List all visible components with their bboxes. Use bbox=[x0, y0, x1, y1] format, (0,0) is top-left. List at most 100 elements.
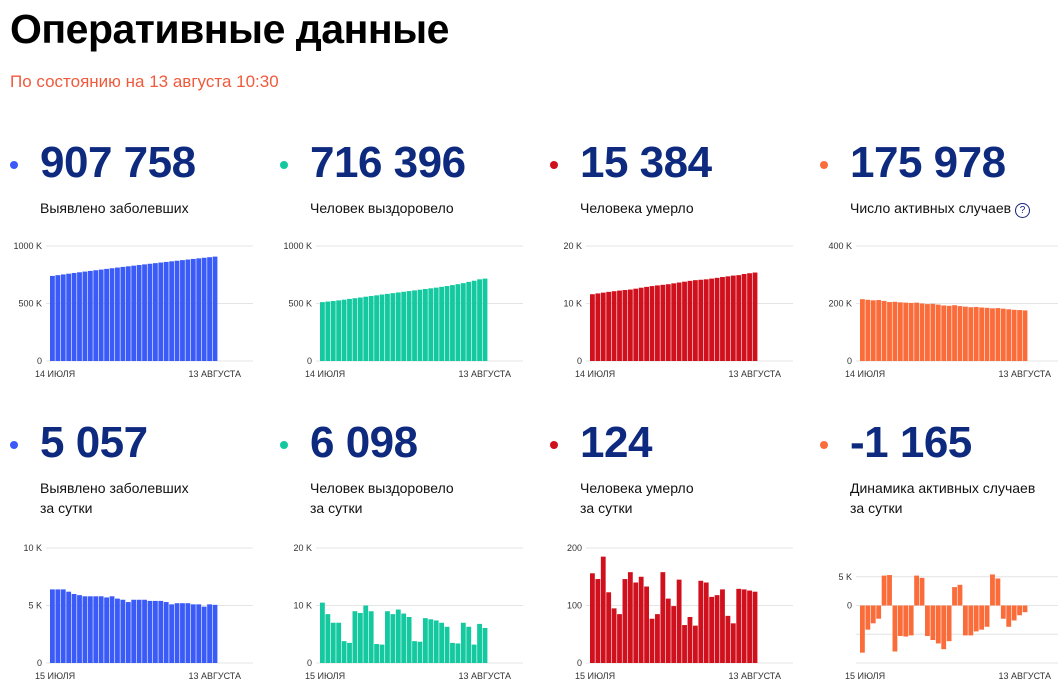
bar bbox=[433, 620, 439, 663]
legend-dot bbox=[10, 441, 18, 449]
bar bbox=[212, 256, 218, 361]
bar bbox=[325, 301, 331, 361]
bar bbox=[957, 306, 963, 361]
stat-value: 5 057 bbox=[40, 418, 148, 467]
stat-value: 6 098 bbox=[310, 418, 418, 467]
bar bbox=[363, 296, 369, 361]
bar bbox=[417, 289, 423, 361]
stat-card-daily-cases: 5 057 Выявлено заболевших за сутки 10 K 5 K 0… bbox=[10, 418, 260, 688]
bar bbox=[1011, 605, 1017, 621]
bar bbox=[908, 605, 914, 636]
page-title: Оперативные данные bbox=[10, 6, 449, 52]
bar bbox=[887, 302, 892, 361]
stat-label: Человека умерло за сутки bbox=[580, 478, 694, 518]
y-tick-label: 5 K bbox=[838, 572, 852, 582]
bar-chart: 1000 K 500 K 0 14 ИЮЛЯ 13 АВГУСТА bbox=[283, 241, 523, 379]
bar bbox=[1000, 308, 1006, 361]
bar bbox=[903, 302, 909, 361]
bar bbox=[347, 298, 352, 361]
bar bbox=[687, 617, 693, 663]
bar bbox=[881, 575, 887, 606]
bar bbox=[990, 574, 995, 606]
bar bbox=[617, 614, 622, 664]
bar bbox=[638, 287, 644, 361]
y-tick-label: 10 K bbox=[293, 601, 312, 611]
bar bbox=[455, 643, 461, 663]
bar bbox=[600, 292, 606, 361]
y-tick-label: 5 K bbox=[28, 601, 42, 611]
x-tick-label-end: 13 АВГУСТА bbox=[728, 671, 781, 681]
y-tick-label: 200 K bbox=[828, 299, 852, 309]
stat-label: Выявлено заболевших за сутки bbox=[40, 478, 189, 518]
bar bbox=[131, 265, 137, 361]
bar bbox=[962, 306, 968, 361]
bar bbox=[417, 641, 423, 663]
bar bbox=[152, 600, 158, 663]
bar bbox=[611, 608, 617, 664]
bar bbox=[357, 612, 363, 663]
bar bbox=[190, 258, 196, 361]
bar bbox=[590, 294, 595, 361]
bar bbox=[93, 596, 99, 663]
bar bbox=[687, 280, 693, 361]
legend-dot bbox=[820, 441, 828, 449]
y-tick-label: 10 K bbox=[563, 299, 582, 309]
y-tick-label: 100 bbox=[567, 601, 582, 611]
y-tick-label: 500 K bbox=[18, 299, 42, 309]
bar bbox=[109, 596, 115, 663]
bar bbox=[352, 611, 358, 663]
bar bbox=[158, 600, 164, 663]
bar bbox=[897, 605, 903, 636]
bar bbox=[979, 307, 985, 361]
bar bbox=[979, 605, 985, 630]
bar bbox=[914, 302, 920, 361]
bar bbox=[600, 556, 606, 664]
bar bbox=[82, 596, 88, 663]
stat-value: 716 396 bbox=[310, 138, 466, 187]
bar bbox=[590, 573, 595, 663]
bar bbox=[611, 291, 617, 361]
bar bbox=[698, 279, 704, 361]
bar bbox=[401, 613, 407, 663]
bar bbox=[1000, 605, 1006, 619]
bar bbox=[482, 278, 488, 361]
bar bbox=[644, 286, 650, 361]
bar bbox=[930, 303, 936, 361]
help-icon[interactable]: ? bbox=[1015, 203, 1031, 218]
bar bbox=[752, 591, 758, 663]
bar bbox=[595, 579, 601, 663]
bar bbox=[136, 599, 142, 663]
bar bbox=[395, 292, 401, 361]
bar bbox=[444, 286, 450, 361]
bar bbox=[860, 299, 865, 361]
x-tick-label-end: 13 АВГУСТА bbox=[458, 671, 511, 681]
bar bbox=[682, 281, 687, 361]
bar bbox=[1011, 309, 1017, 361]
bar bbox=[169, 604, 175, 663]
bar-chart: 20 K 10 K 0 15 ИЮЛЯ 13 АВГУСТА bbox=[293, 543, 523, 681]
bar bbox=[665, 598, 671, 663]
bar bbox=[201, 257, 207, 361]
bar bbox=[1006, 309, 1012, 361]
bar bbox=[720, 277, 725, 361]
bar bbox=[703, 279, 709, 361]
bar bbox=[968, 307, 974, 361]
x-tick-label-end: 13 АВГУСТА bbox=[998, 671, 1051, 681]
bar bbox=[163, 602, 169, 663]
bar bbox=[71, 594, 77, 663]
bar bbox=[363, 605, 369, 663]
bar bbox=[412, 290, 417, 361]
y-tick-label: 0 bbox=[37, 356, 42, 366]
y-tick-label: 0 bbox=[307, 658, 312, 668]
bar bbox=[660, 572, 666, 663]
bar bbox=[390, 614, 396, 664]
bar bbox=[925, 605, 930, 636]
bar bbox=[104, 597, 110, 663]
y-tick-label: 1000 K bbox=[13, 241, 42, 251]
stat-label-line: Динамика активных случаев bbox=[850, 480, 1036, 496]
bar bbox=[190, 604, 196, 663]
bar bbox=[169, 261, 175, 361]
legend-dot bbox=[280, 441, 288, 449]
y-tick-label: 0 bbox=[577, 658, 582, 668]
bar bbox=[196, 604, 202, 663]
